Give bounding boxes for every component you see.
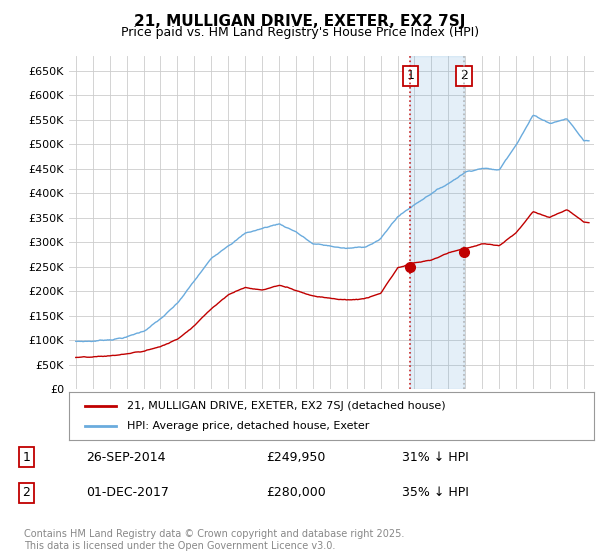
Bar xyxy=(410,56,464,389)
Text: 1: 1 xyxy=(406,69,414,82)
Text: 31% ↓ HPI: 31% ↓ HPI xyxy=(401,451,468,464)
Text: 21, MULLIGAN DRIVE, EXETER, EX2 7SJ: 21, MULLIGAN DRIVE, EXETER, EX2 7SJ xyxy=(134,14,466,29)
Text: 01-DEC-2017: 01-DEC-2017 xyxy=(86,486,169,500)
Text: HPI: Average price, detached house, Exeter: HPI: Average price, detached house, Exet… xyxy=(127,421,369,431)
Text: 35% ↓ HPI: 35% ↓ HPI xyxy=(401,486,469,500)
Text: 2: 2 xyxy=(23,486,31,500)
Text: 2: 2 xyxy=(460,69,468,82)
Text: £280,000: £280,000 xyxy=(266,486,326,500)
Text: 21, MULLIGAN DRIVE, EXETER, EX2 7SJ (detached house): 21, MULLIGAN DRIVE, EXETER, EX2 7SJ (det… xyxy=(127,402,445,411)
Text: £249,950: £249,950 xyxy=(266,451,326,464)
Text: Contains HM Land Registry data © Crown copyright and database right 2025.
This d: Contains HM Land Registry data © Crown c… xyxy=(24,529,404,551)
Text: 26-SEP-2014: 26-SEP-2014 xyxy=(86,451,165,464)
Text: Price paid vs. HM Land Registry's House Price Index (HPI): Price paid vs. HM Land Registry's House … xyxy=(121,26,479,39)
Text: 1: 1 xyxy=(23,451,31,464)
